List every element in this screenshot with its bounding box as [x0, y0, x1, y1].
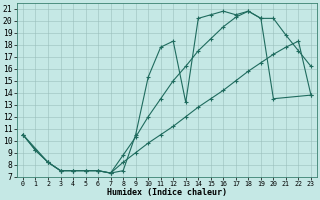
- X-axis label: Humidex (Indice chaleur): Humidex (Indice chaleur): [107, 188, 227, 197]
